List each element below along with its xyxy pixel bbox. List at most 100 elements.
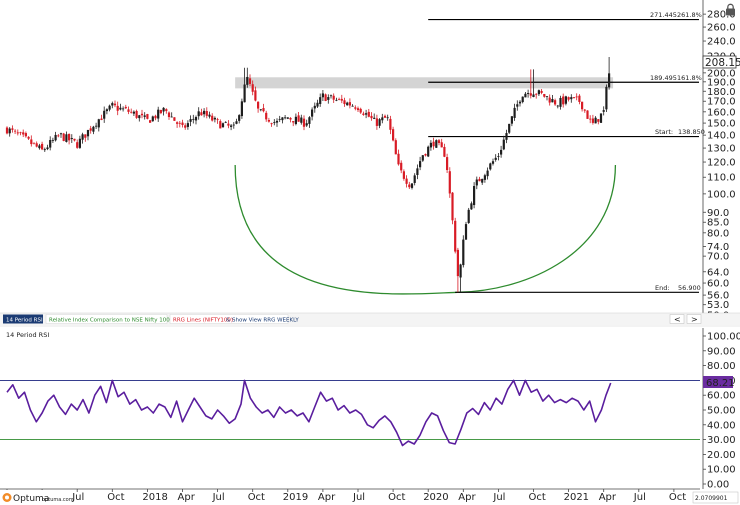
- candle-body: [105, 109, 108, 112]
- price-tick-label: 64.0: [707, 267, 729, 278]
- candle-body: [500, 149, 503, 155]
- candle-body: [151, 116, 154, 122]
- price-tick-label: 53.0: [707, 300, 729, 311]
- date-tick-label: 2018: [142, 492, 167, 503]
- candle-body: [232, 124, 235, 126]
- candle-body: [510, 116, 513, 124]
- date-tick-label: 2019: [283, 492, 308, 503]
- candle-body: [581, 101, 584, 110]
- candle-body: [572, 97, 576, 98]
- price-tick-label: 150.0: [707, 119, 736, 130]
- candle-body: [78, 138, 81, 148]
- price-tick-label: 80.0: [707, 228, 729, 239]
- date-tick-label: 2021: [564, 492, 589, 503]
- candle-body: [402, 171, 405, 179]
- lock-icon[interactable]: [726, 3, 735, 16]
- candle-body: [146, 114, 149, 119]
- candle-body: [381, 117, 384, 121]
- fib-label-percent: 261.8%: [677, 11, 702, 19]
- candle-body: [386, 117, 389, 119]
- candle-body: [49, 140, 52, 148]
- candle-body: [316, 102, 319, 107]
- candle-body: [184, 125, 187, 128]
- candle-body: [127, 109, 130, 112]
- candle-body: [203, 110, 206, 115]
- candle-body: [149, 120, 152, 123]
- candle-body: [246, 76, 249, 85]
- candle-body: [300, 117, 303, 123]
- candle-body: [143, 115, 146, 117]
- candle-body: [483, 175, 486, 180]
- candle-body: [545, 96, 549, 98]
- candle-body: [327, 97, 330, 100]
- tab-rsi[interactable]: [3, 314, 43, 324]
- candle-body: [570, 97, 573, 100]
- rsi-tick-label: 90.00: [707, 346, 736, 357]
- candle-body: [338, 98, 341, 100]
- scale-readout: 2.0709901: [692, 491, 739, 504]
- candle-body: [257, 101, 260, 109]
- candle-body: [505, 133, 508, 140]
- candle-body: [410, 183, 414, 188]
- candle-body: [19, 132, 22, 134]
- candle-body: [451, 192, 454, 221]
- candle-body: [248, 78, 252, 84]
- candle-body: [243, 84, 246, 103]
- nav-next-button[interactable]: [686, 314, 702, 324]
- price-tick-label: 100.0: [707, 189, 736, 200]
- fibonacci-extension: 271.445 261.8% 189.495 161.8% Start: 138.850 E…: [428, 11, 705, 293]
- candle-body: [362, 113, 365, 115]
- candle-body: [365, 113, 368, 115]
- candle-body: [559, 97, 562, 107]
- candle-body: [208, 114, 211, 117]
- price-tick-label: 280.0: [707, 10, 736, 21]
- candle-body: [132, 111, 135, 114]
- candle-body: [475, 179, 478, 186]
- rsi-tick-label: 60.00: [707, 391, 736, 402]
- candle-body: [497, 156, 500, 157]
- brand-name: Optuma: [13, 494, 49, 504]
- candle-body: [170, 116, 173, 118]
- candle-body: [586, 110, 589, 119]
- candle-body: [473, 186, 476, 206]
- tab-rrg[interactable]: [169, 314, 289, 324]
- nav-prev-button[interactable]: [669, 314, 685, 324]
- candle-body: [16, 132, 19, 134]
- price-tick-label: 240.0: [707, 37, 736, 48]
- candle-body: [181, 122, 184, 126]
- candle-body: [22, 132, 25, 135]
- candle-body: [100, 118, 103, 120]
- price-tick-label: 110.0: [707, 173, 736, 184]
- candle-body: [27, 136, 30, 139]
- candle-body: [154, 115, 157, 119]
- tab-rrg-label-a: RRG Lines (NIFTY100): [173, 318, 233, 324]
- candle-body: [564, 96, 567, 104]
- candle-body: [176, 122, 179, 124]
- candle-body: [194, 117, 198, 121]
- candle-body: [324, 94, 327, 101]
- candle-body: [135, 110, 138, 118]
- rsi-panel-title: 14 Period RSI: [6, 331, 49, 339]
- candle-body: [213, 117, 216, 120]
- candle-body: [481, 178, 484, 183]
- candle-body: [30, 139, 33, 145]
- candle-body: [548, 97, 551, 103]
- candle-body: [351, 105, 354, 107]
- rsi-tick-label: 100.00: [707, 332, 740, 343]
- fib-label-ratio: Start:: [655, 128, 673, 136]
- candle-body: [165, 109, 168, 112]
- rsi-tick-label: 50.00: [707, 406, 736, 417]
- date-tick-label: Oct: [388, 492, 405, 503]
- price-tick-label: 160.0: [707, 107, 736, 118]
- tab-relative-index-label: Relative Index Comparison to NSE Nifty 1…: [49, 318, 187, 324]
- date-tick-label: 2020: [423, 492, 448, 503]
- candle-body: [178, 122, 181, 124]
- candle-body: [454, 220, 457, 252]
- tab-relative-index[interactable]: [45, 314, 168, 324]
- candle-body: [224, 121, 227, 123]
- candle-body: [92, 126, 95, 132]
- candle-body: [513, 107, 516, 118]
- candle-body: [24, 133, 27, 137]
- candle-body: [467, 209, 470, 223]
